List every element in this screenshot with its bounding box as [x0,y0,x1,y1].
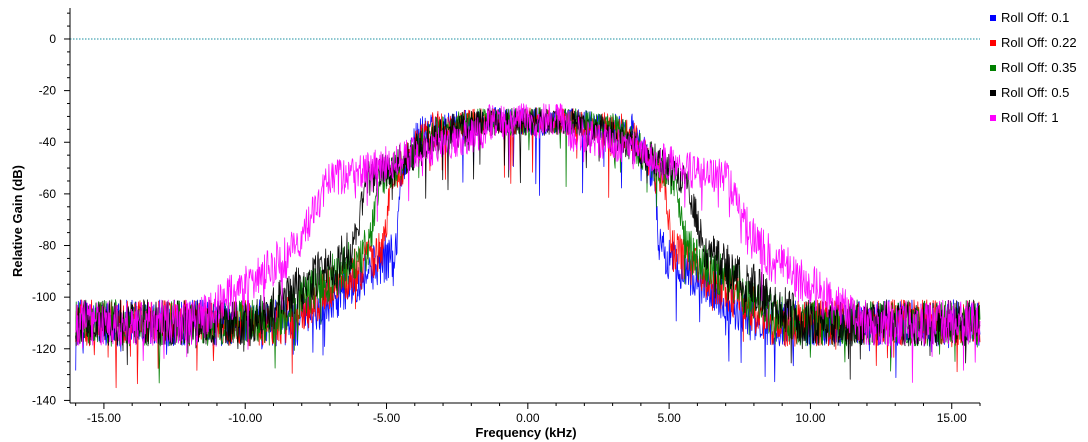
y-tick-label: -100 [32,290,56,304]
legend-swatch [990,40,996,46]
legend-label: Roll Off: 0.22 [1001,35,1077,50]
y-tick-label: 0 [49,32,56,46]
legend-swatch [990,90,996,96]
y-tick-label: -120 [32,342,56,356]
axes-layer: 0 -20 -40 -60 -80 -100 -120 -140 -15.00 -10.00 -5.… [32,8,981,425]
y-tick-label: -140 [32,393,56,407]
series-layer [75,103,981,389]
y-tick-label: -80 [39,239,57,253]
legend-label: Roll Off: 0.1 [1001,10,1069,25]
legend-label: Roll Off: 0.35 [1001,60,1077,75]
legend-swatch [990,65,996,71]
x-tick-label: -15.00 [87,411,121,425]
legend-swatch [990,15,996,21]
x-tick-label: 5.00 [657,411,681,425]
y-tick-label: -40 [39,135,57,149]
series-line-4 [75,103,981,383]
x-tick-label: -5.00 [373,411,401,425]
x-tick-label: 10.00 [795,411,825,425]
y-tick-label: -20 [39,84,57,98]
x-axis-title: Frequency (kHz) [475,425,576,440]
y-tick-label: -60 [39,187,57,201]
legend-label: Roll Off: 0.5 [1001,85,1069,100]
legend: Roll Off: 0.1 Roll Off: 0.22 Roll Off: 0.3… [990,10,1077,125]
x-tick-label: -10.00 [228,411,262,425]
x-tick-label: 0.00 [516,411,540,425]
y-axis-title: Relative Gain (dB) [10,165,25,277]
legend-label: Roll Off: 1 [1001,110,1059,125]
legend-swatch [990,115,996,121]
x-tick-label: 15.00 [937,411,967,425]
